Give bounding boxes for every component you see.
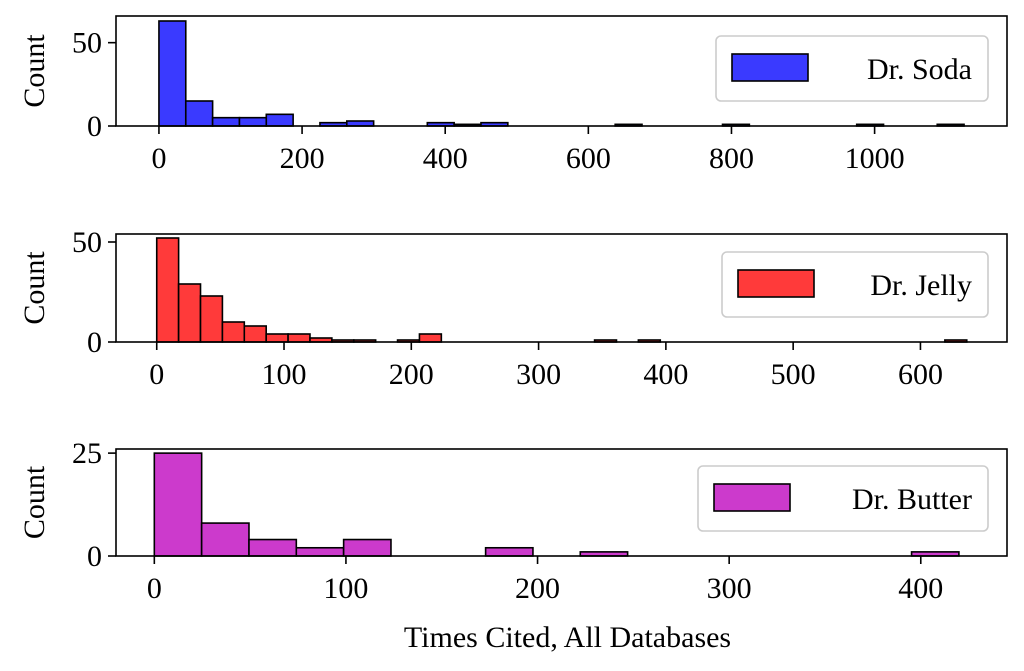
x-tick-label-1-3: 400 bbox=[423, 142, 468, 175]
x-axis-label-3: Times Cited, All Databases bbox=[404, 621, 731, 654]
bar-1-2 bbox=[184, 100, 214, 127]
subplot-2: 0 100 200 300 400 500 600 0 50 Count Dr. Jelly bbox=[18, 226, 1008, 391]
legend-swatch-3 bbox=[713, 483, 791, 512]
x-tick-label-1-4: 600 bbox=[566, 142, 611, 175]
y-axis-label-2: Count bbox=[18, 251, 51, 325]
x-tick-label-2-7: 600 bbox=[898, 358, 943, 391]
bar-3-8 bbox=[484, 546, 534, 557]
legend-swatch-2 bbox=[737, 269, 815, 298]
x-tick-label-2-4: 300 bbox=[516, 358, 561, 391]
legend-swatch-1 bbox=[731, 53, 809, 82]
bar-2-1 bbox=[155, 237, 180, 343]
bar-3-4 bbox=[295, 546, 345, 557]
x-tick-label-1-6: 1000 bbox=[845, 142, 905, 175]
legend-3: Dr. Butter bbox=[697, 465, 989, 532]
legend-2: Dr. Jelly bbox=[721, 251, 989, 318]
legend-box-3 bbox=[697, 465, 989, 532]
legend-box-1 bbox=[715, 35, 989, 102]
subplot-1: 0 200 400 600 800 1000 0 50 Count Dr. Soda bbox=[18, 15, 1008, 175]
subplot-3: 0 100 200 300 400 0 25 Count Times Cited, All Da… bbox=[18, 437, 1008, 654]
bar-3-5 bbox=[342, 538, 392, 557]
y-tick-label-3-1: 0 bbox=[87, 540, 102, 573]
x-tick-label-3-1: 0 bbox=[147, 572, 162, 605]
bar-2-2 bbox=[177, 283, 202, 343]
x-tick-label-3-3: 200 bbox=[515, 572, 560, 605]
x-tick-label-2-2: 100 bbox=[262, 358, 307, 391]
bar-2-3 bbox=[199, 295, 224, 343]
legend-label-2: Dr. Jelly bbox=[870, 269, 972, 302]
y-axis-label-3: Count bbox=[18, 465, 51, 539]
bar-3-1 bbox=[153, 452, 203, 557]
axes-frame-2 bbox=[115, 233, 1008, 343]
x-tick-label-1-5: 800 bbox=[709, 142, 754, 175]
y-tick-label-1-1: 0 bbox=[87, 110, 102, 143]
bar-1-3 bbox=[211, 116, 241, 127]
y-tick-label-2-1: 0 bbox=[87, 326, 102, 359]
bar-1-4 bbox=[238, 116, 268, 127]
bar-3-3 bbox=[248, 538, 298, 557]
bar-2-13 bbox=[418, 333, 443, 343]
bar-1-1 bbox=[158, 20, 187, 127]
bar-1-5 bbox=[265, 113, 294, 127]
x-tick-label-3-4: 300 bbox=[707, 572, 752, 605]
x-tick-label-2-1: 0 bbox=[149, 358, 164, 391]
x-tick-label-1-2: 200 bbox=[280, 142, 325, 175]
x-tick-label-2-6: 500 bbox=[771, 358, 816, 391]
legend-1: Dr. Soda bbox=[715, 35, 989, 102]
axes-frame-1 bbox=[115, 15, 1008, 127]
x-tick-label-2-5: 400 bbox=[643, 358, 688, 391]
x-tick-label-3-5: 400 bbox=[898, 572, 943, 605]
legend-label-3: Dr. Butter bbox=[852, 483, 972, 516]
bar-2-5 bbox=[243, 325, 267, 343]
bar-3-2 bbox=[200, 522, 250, 557]
y-axis-label-1: Count bbox=[18, 34, 51, 108]
legend-label-1: Dr. Soda bbox=[867, 53, 972, 86]
bar-2-4 bbox=[221, 321, 246, 343]
x-tick-label-3-2: 100 bbox=[323, 572, 368, 605]
legend-box-2 bbox=[721, 251, 989, 318]
y-tick-label-1-2: 50 bbox=[72, 27, 102, 60]
y-tick-label-3-2: 25 bbox=[72, 437, 102, 470]
y-tick-label-2-2: 50 bbox=[72, 226, 102, 259]
bar-2-6 bbox=[265, 333, 289, 343]
axes-frame-3 bbox=[115, 448, 1008, 557]
x-tick-label-2-3: 200 bbox=[389, 358, 434, 391]
x-tick-label-1-1: 0 bbox=[151, 142, 166, 175]
bar-2-7 bbox=[287, 333, 311, 343]
